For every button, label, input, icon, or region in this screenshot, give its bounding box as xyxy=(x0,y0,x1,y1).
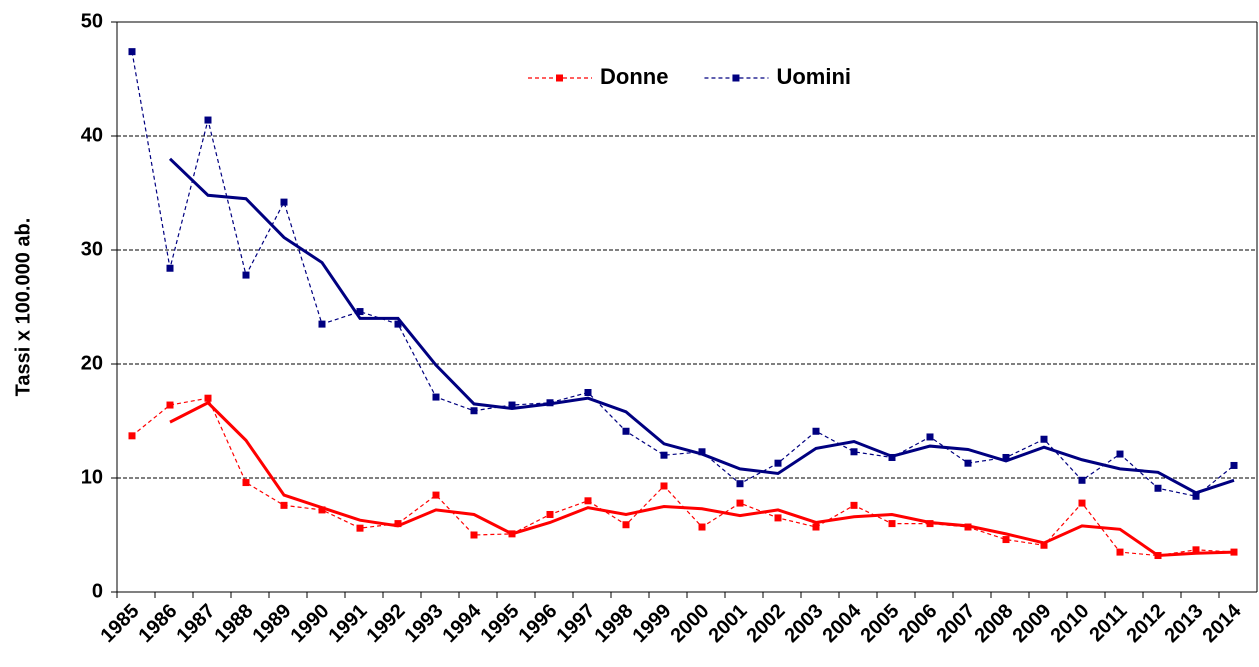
x-tick-label: 1992 xyxy=(363,600,410,647)
marker xyxy=(698,523,706,531)
marker xyxy=(1192,492,1200,500)
x-tick-label: 2012 xyxy=(1123,600,1170,647)
marker xyxy=(774,514,782,522)
marker xyxy=(356,308,364,316)
marker xyxy=(1002,453,1010,461)
marker xyxy=(1154,484,1162,492)
x-tick-label: 1997 xyxy=(553,600,600,647)
x-tick-label: 2000 xyxy=(667,600,714,647)
legend-label: Donne xyxy=(600,64,668,89)
marker xyxy=(242,271,250,279)
marker xyxy=(1002,536,1010,544)
marker xyxy=(888,520,896,528)
marker xyxy=(1040,435,1048,443)
marker xyxy=(166,264,174,272)
legend-marker xyxy=(556,74,563,82)
marker xyxy=(280,198,288,206)
marker xyxy=(1040,541,1048,549)
y-tick-label: 10 xyxy=(81,466,103,488)
trend-line xyxy=(168,157,1235,495)
marker xyxy=(1078,476,1086,484)
marker xyxy=(204,394,212,402)
marker xyxy=(432,393,440,401)
x-tick-label: 1986 xyxy=(135,600,182,647)
y-tick-label: 40 xyxy=(81,124,103,146)
marker xyxy=(774,459,782,467)
marker xyxy=(546,510,554,518)
marker xyxy=(508,401,516,409)
marker xyxy=(584,389,592,396)
marker xyxy=(926,433,934,441)
marker xyxy=(242,479,250,487)
x-tick-label: 2003 xyxy=(781,600,828,647)
x-tick-label: 1990 xyxy=(287,600,334,647)
dashed-line xyxy=(131,51,1235,497)
trend-line xyxy=(169,400,1235,558)
x-tick-label: 2006 xyxy=(895,600,942,647)
x-tick-label: 2007 xyxy=(933,600,980,647)
x-tick-label: 1995 xyxy=(477,600,524,647)
x-tick-label: 2001 xyxy=(705,600,752,647)
marker xyxy=(166,401,174,409)
x-tick-label: 1994 xyxy=(439,599,487,647)
marker xyxy=(1116,450,1124,458)
marker xyxy=(660,482,668,490)
y-tick-label: 20 xyxy=(81,352,103,374)
marker xyxy=(128,48,136,56)
marker xyxy=(470,531,478,539)
marker xyxy=(470,407,478,415)
marker xyxy=(850,501,858,509)
y-axis-label: Tassi x 100.000 ab. xyxy=(12,218,34,397)
marker xyxy=(622,427,630,435)
x-tick-label: 2009 xyxy=(1009,600,1056,647)
marker xyxy=(128,432,136,440)
marker xyxy=(204,116,212,124)
marker xyxy=(394,520,402,528)
x-tick-label: 1989 xyxy=(249,600,296,647)
marker xyxy=(318,320,326,328)
y-tick-label: 50 xyxy=(81,10,103,32)
marker xyxy=(660,451,668,459)
legend-marker xyxy=(732,74,740,82)
marker xyxy=(356,524,364,532)
x-tick-label: 2011 xyxy=(1085,600,1131,646)
x-tick-label: 2010 xyxy=(1047,600,1094,647)
marker xyxy=(812,523,820,531)
x-tick-label: 1996 xyxy=(515,600,562,647)
x-tick-label: 2014 xyxy=(1199,599,1247,647)
marker xyxy=(736,499,744,507)
marker xyxy=(584,497,592,505)
marker xyxy=(394,320,402,328)
x-tick-label: 2008 xyxy=(971,600,1018,647)
marker xyxy=(1230,461,1238,469)
x-tick-label: 1985 xyxy=(97,600,144,647)
marker xyxy=(318,506,326,514)
marker xyxy=(622,521,630,529)
x-tick-label: 2005 xyxy=(857,600,904,647)
x-tick-label: 2013 xyxy=(1161,600,1208,647)
x-tick-label: 1993 xyxy=(401,600,448,647)
x-tick-label: 1999 xyxy=(629,600,676,647)
x-tick-label: 1991 xyxy=(325,600,372,647)
marker xyxy=(698,448,706,456)
legend-label: Uomini xyxy=(776,64,851,89)
marker xyxy=(812,427,820,435)
marker xyxy=(964,459,972,467)
x-tick-label: 2004 xyxy=(819,599,867,647)
x-tick-label: 1988 xyxy=(211,600,258,647)
marker xyxy=(736,480,744,488)
marker xyxy=(432,491,440,499)
marker xyxy=(1116,548,1124,556)
marker xyxy=(280,501,288,509)
x-tick-label: 2002 xyxy=(743,600,790,647)
y-tick-label: 0 xyxy=(92,580,103,602)
x-tick-label: 1987 xyxy=(173,600,220,647)
x-tick-label: 1998 xyxy=(591,600,638,647)
marker xyxy=(850,448,858,456)
y-tick-label: 30 xyxy=(81,238,103,260)
marker xyxy=(1078,499,1086,507)
marker xyxy=(1192,546,1200,554)
